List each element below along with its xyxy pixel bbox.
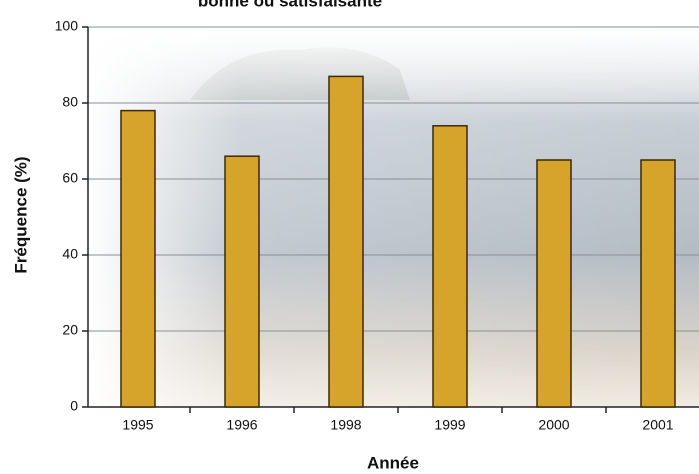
bar — [120, 109, 156, 408]
x-axis-label: Année — [367, 453, 419, 472]
y-tick-label: 100 — [55, 18, 79, 34]
background-photo — [88, 27, 699, 407]
bar — [432, 125, 468, 408]
x-tick-label: 1996 — [226, 417, 257, 433]
y-tick-label: 0 — [70, 398, 78, 414]
y-tick-label: 40 — [62, 246, 78, 262]
bar — [328, 75, 364, 408]
bar — [640, 159, 676, 408]
x-tick-label: 1998 — [330, 417, 361, 433]
x-tick-label: 2001 — [642, 417, 673, 433]
x-tick-label: 2000 — [538, 417, 569, 433]
bar — [536, 159, 572, 408]
y-axis-label: Fréquence (%) — [11, 156, 30, 273]
x-tick-label: 1999 — [434, 417, 465, 433]
x-tick-label: 1995 — [122, 417, 153, 433]
bar — [224, 155, 260, 408]
y-tick-label: 60 — [62, 170, 78, 186]
chart-title: bonne ou satisfaisante — [198, 0, 382, 10]
y-tick-label: 80 — [62, 94, 78, 110]
y-tick-label: 20 — [62, 322, 78, 338]
